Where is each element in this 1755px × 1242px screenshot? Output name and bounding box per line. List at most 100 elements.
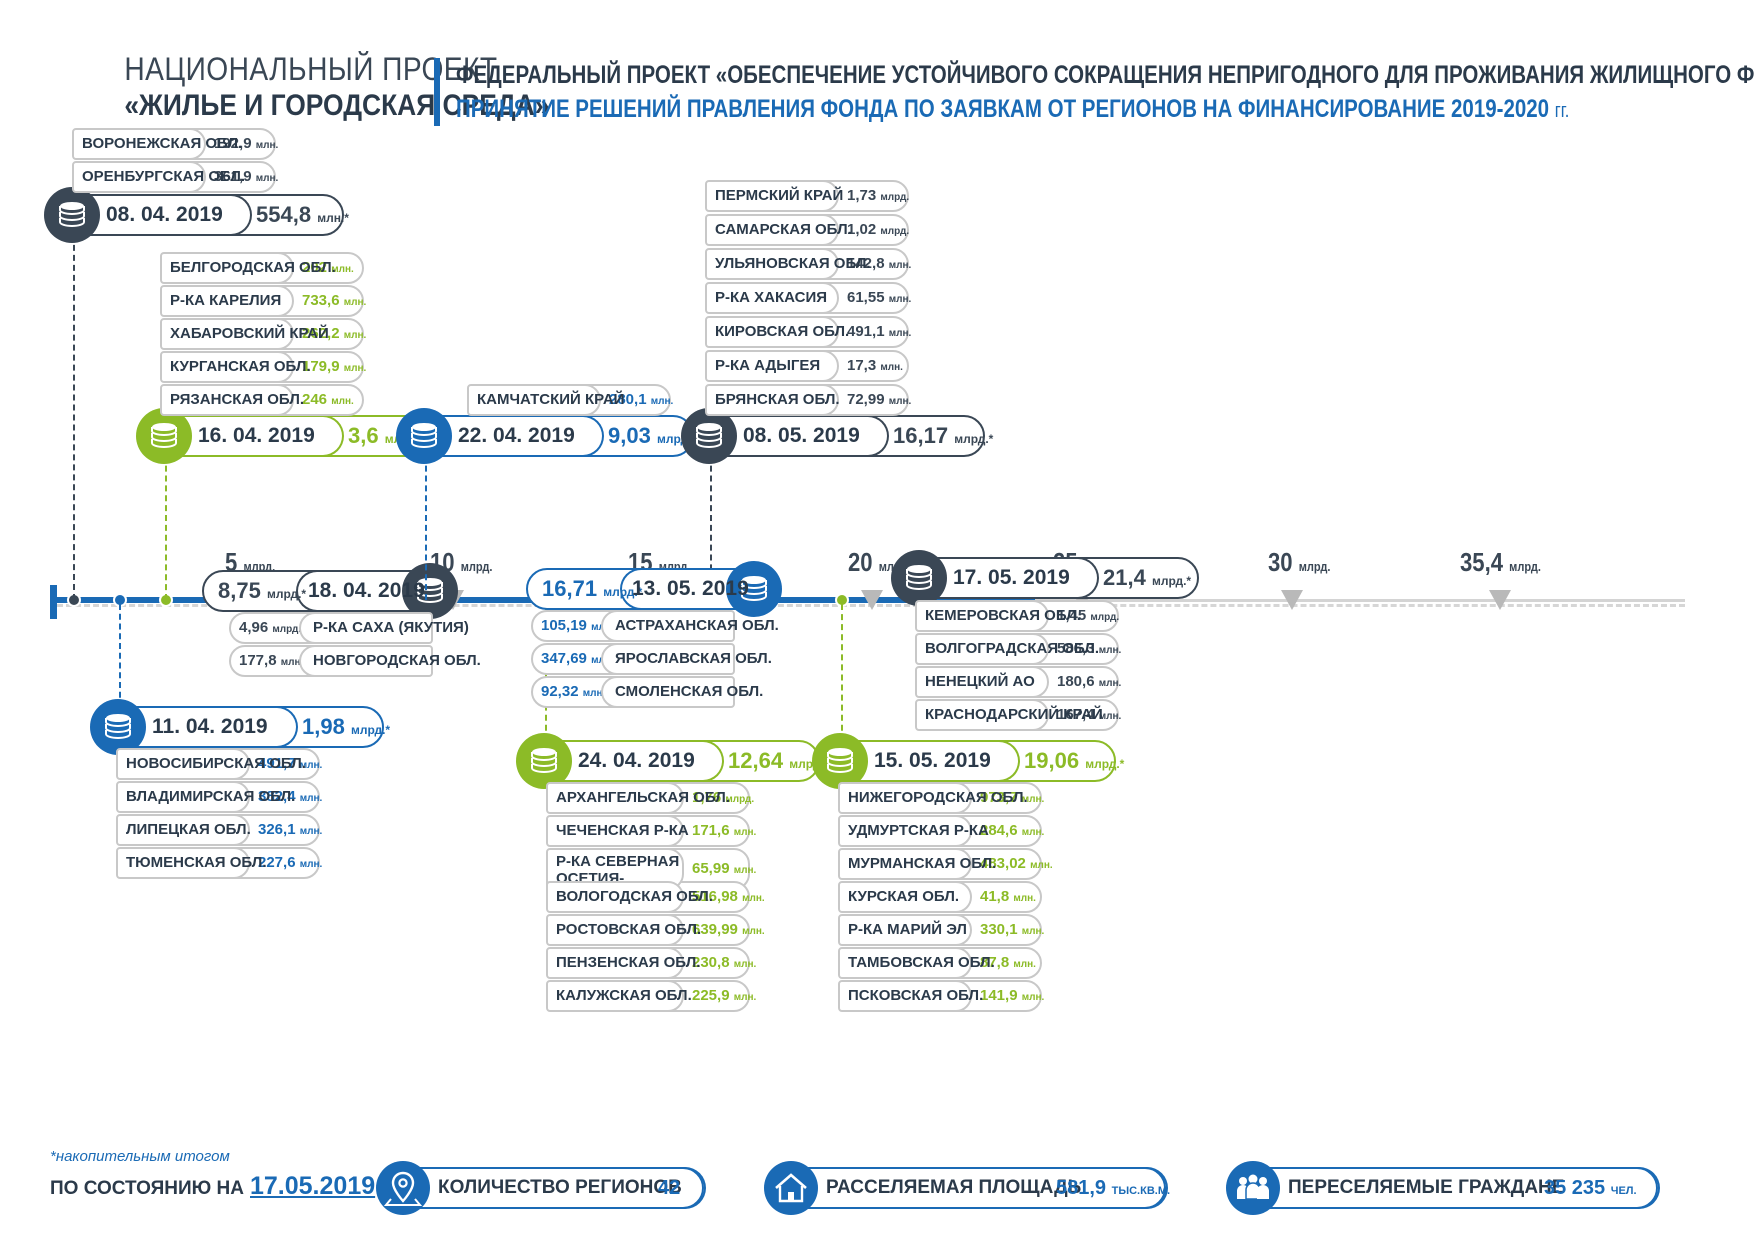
region-name: Р-КА КАРЕЛИЯ xyxy=(160,285,294,317)
region-value-unit: млрд. xyxy=(1090,612,1120,623)
people-icon xyxy=(1226,1161,1280,1215)
region-value-number: 171,6 xyxy=(692,822,730,839)
region-value-unit: млн. xyxy=(733,959,757,970)
event-amount-number: 16,71 xyxy=(542,576,598,601)
region-value-unit: млн. xyxy=(331,396,354,407)
coin-stack-icon xyxy=(891,550,947,606)
map-pin-icon xyxy=(376,1161,430,1215)
region-name: ПЕРМСКИЙ КРАЙ xyxy=(705,180,843,212)
scale-unit: млрд. xyxy=(1509,559,1541,574)
national-project-line1: НАЦИОНАЛЬНЫЙ ПРОЕКТ xyxy=(124,51,498,87)
region-value-unit: млн. xyxy=(343,363,367,374)
regions-count-label: КОЛИЧЕСТВО РЕГИОНОВ xyxy=(438,1177,682,1198)
region-value-unit: млн. xyxy=(733,827,757,838)
event-divider xyxy=(254,706,298,748)
event-connector xyxy=(119,604,121,727)
scale-marker-triangle xyxy=(1489,590,1511,610)
region-value-number: 92,32 xyxy=(541,683,579,700)
event-pill: 08. 05. 2019 16,17 млрд.* xyxy=(681,408,993,464)
region-name: ХАБАРОВСКИЙ КРАЙ xyxy=(160,318,329,350)
region-value-unit: млн. xyxy=(888,396,912,407)
region-value-unit: млн. xyxy=(733,992,757,1003)
region-value-unit: млрд. xyxy=(725,794,755,805)
region-name: РОСТОВСКАЯ ОБЛ. xyxy=(546,914,701,946)
coin-stack-icon xyxy=(90,699,146,755)
region-name: ПЕНЗЕНСКАЯ ОБЛ. xyxy=(546,947,700,979)
event-pill: 08. 04. 2019 554,8 млн.* xyxy=(44,187,349,243)
event-amount: 8,75 млрд.* xyxy=(218,572,306,610)
scale-value: 30 xyxy=(1268,547,1293,577)
region-value-number: 72,99 xyxy=(847,391,885,408)
region-value-unit: млн. xyxy=(255,140,279,151)
region-value-number: 1,45 xyxy=(1057,607,1087,624)
event-amount: 554,8 млн.* xyxy=(256,196,349,234)
region-name: ЧЕЧЕНСКАЯ Р-КА xyxy=(546,815,689,847)
event-date: 18. 04. 2019 xyxy=(308,579,425,602)
region-value-number: 180,6 xyxy=(1057,673,1095,690)
region-name: КРАСНОДАРСКИЙ КРАЙ xyxy=(915,699,1103,731)
coin-stack-icon xyxy=(516,733,572,789)
region-value-unit: млн. xyxy=(1030,860,1053,871)
region-value-number: 491,1 xyxy=(847,323,885,340)
region-name: БРЯНСКАЯ ОБЛ. xyxy=(705,384,840,416)
region-name: ТЮМЕНСКАЯ ОБЛ. xyxy=(116,847,267,879)
region-value-number: 61,55 xyxy=(847,289,885,306)
region-value-unit: млн. xyxy=(343,330,367,341)
region-value-number: 17,3 xyxy=(847,357,877,374)
region-value-number: 516,98 xyxy=(692,888,738,905)
region-value-unit: млн. xyxy=(742,893,765,904)
people-unit: ЧЕЛ. xyxy=(1610,1185,1637,1197)
region-name: Р-КА ХАКАСИЯ xyxy=(705,282,839,314)
region-name: ОРЕНБУРГСКАЯ ОБЛ. xyxy=(72,161,245,193)
region-value-number: 639,99 xyxy=(692,921,738,938)
region-value-number: 347,69 xyxy=(541,650,587,667)
region-value: 1,02 млрд. xyxy=(823,214,909,246)
event-date: 15. 05. 2019 xyxy=(874,749,991,772)
region-value-unit: млн. xyxy=(1098,645,1122,656)
region-value-unit: млн. xyxy=(280,657,304,668)
event-pill: 11. 04. 2019 1,98 млрд.* xyxy=(90,699,390,755)
coin-stack-icon xyxy=(396,408,452,464)
status-date: 17.05.2019 xyxy=(250,1172,376,1200)
national-project-title: НАЦИОНАЛЬНЫЙ ПРОЕКТ «ЖИЛЬЕ И ГОРОДСКАЯ С… xyxy=(84,50,549,124)
region-name: СМОЛЕНСКАЯ ОБЛ. xyxy=(601,676,763,708)
region-value-unit: млн. xyxy=(888,294,912,305)
region-name: НОВОСИБИРСКАЯ ОБЛ. xyxy=(116,748,306,780)
region-name: КАЛУЖСКАЯ ОБЛ. xyxy=(546,980,692,1012)
region-value-number: 262,2 xyxy=(302,325,340,342)
region-value-unit: млн. xyxy=(299,760,323,771)
event-date: 08. 04. 2019 xyxy=(106,203,223,226)
event-amount-unit: млрд.* xyxy=(954,432,994,446)
region-value-unit: млн. xyxy=(1021,926,1045,937)
coin-stack-icon xyxy=(681,408,737,464)
scale-label: 35,4 млрд. xyxy=(1460,547,1541,578)
region-value-unit: млн. xyxy=(255,173,279,184)
event-amount-number: 554,8 xyxy=(256,202,312,227)
federal-project-subtitle: ПРИНЯТИЕ РЕШЕНИЙ ПРАВЛЕНИЯ ФОНДА ПО ЗАЯВ… xyxy=(456,95,1550,123)
region-name: НЕНЕЦКИЙ АО xyxy=(915,666,1049,698)
region-name: МУРМАНСКАЯ ОБЛ. xyxy=(838,848,996,880)
region-name: КАМЧАТСКИЙ КРАЙ xyxy=(467,384,624,416)
event-pill: 8,75 млрд.* 18. 04. 2019 xyxy=(202,563,458,619)
scale-label: 30 млрд. xyxy=(1268,547,1330,578)
region-name: ТАМБОВСКАЯ ОБЛ. xyxy=(838,947,995,979)
region-value-unit: млн. xyxy=(650,396,674,407)
area-value-wrap: 581,9 ТЫС.КВ.М. xyxy=(1056,1169,1170,1210)
event-date: 24. 04. 2019 xyxy=(578,749,695,772)
event-amount-number: 21,4 xyxy=(1103,565,1146,590)
event-divider xyxy=(300,415,344,457)
region-value-number: 227,6 xyxy=(258,854,296,871)
federal-project-line2: ПРИНЯТИЕ РЕШЕНИЙ ПРАВЛЕНИЯ ФОНДА ПО ЗАЯВ… xyxy=(456,92,1569,128)
event-divider xyxy=(208,194,252,236)
region-value-number: 361,9 xyxy=(214,168,252,185)
event-pill: 15. 05. 2019 19,06 млрд.* xyxy=(812,733,1124,789)
region-value-number: 225,9 xyxy=(692,987,730,1004)
region-value-number: 382,4 xyxy=(258,788,296,805)
region-name: РЯЗАНСКАЯ ОБЛ. xyxy=(160,384,304,416)
event-divider xyxy=(1055,557,1099,599)
scale-value: 35,4 xyxy=(1460,547,1504,577)
event-amount-number: 9,03 xyxy=(608,423,651,448)
region-value-unit: млн. xyxy=(1021,992,1045,1003)
region-value-number: 65,99 xyxy=(692,860,730,877)
region-value-number: 192,9 xyxy=(214,135,252,152)
